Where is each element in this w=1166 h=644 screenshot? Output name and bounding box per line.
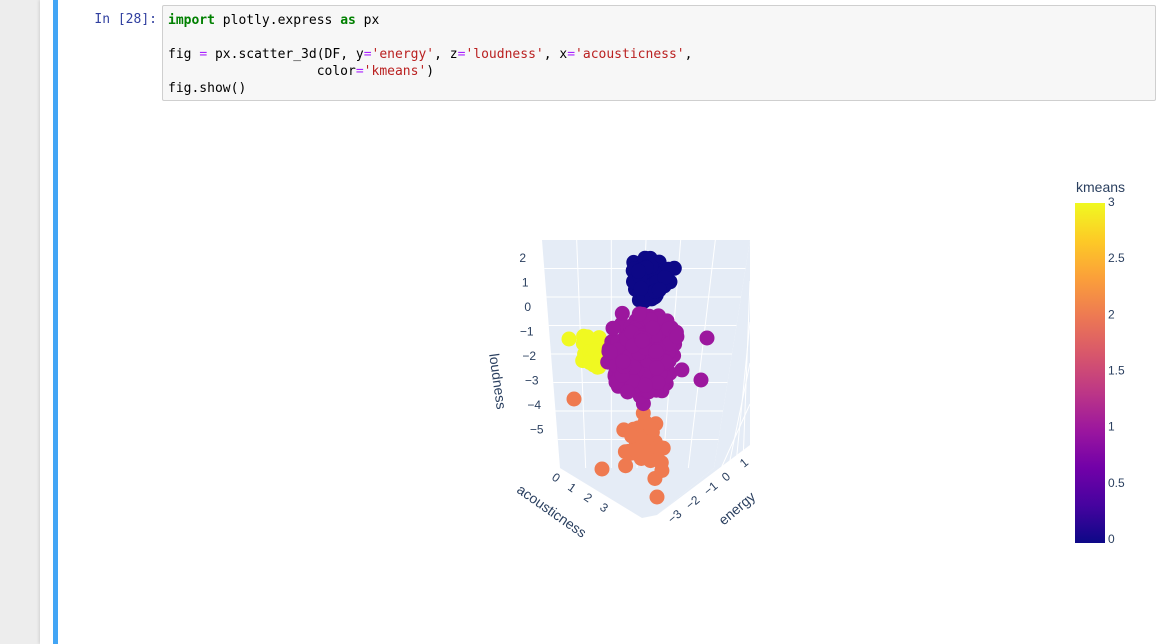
x-tick-label: 1	[565, 480, 579, 495]
y-tick-label: −3	[665, 507, 685, 527]
colorbar: kmeans 3 2.5 2 1.5 1 0.5 0	[1075, 179, 1125, 546]
x-axis-title: acousticness	[514, 481, 589, 541]
data-point-kmeans-2	[594, 461, 610, 477]
data-point-kmeans-2	[643, 420, 659, 435]
data-point-kmeans-1	[649, 360, 665, 376]
x-tick-label: 3	[597, 500, 611, 515]
code-operator: =	[457, 47, 466, 62]
grid-line	[742, 280, 751, 469]
data-point-kmeans-1	[645, 320, 661, 336]
data-point-kmeans-3	[561, 331, 577, 347]
data-point-kmeans-1	[620, 384, 636, 400]
grid-line	[727, 362, 751, 469]
x-tick-label: 0	[549, 470, 563, 485]
axis-z-ticks: 2 1 0 −1 −2 −3 −4 −5	[519, 251, 544, 437]
data-point-kmeans-2	[653, 455, 669, 471]
code-string: 'acousticness'	[575, 47, 685, 62]
data-point-kmeans-1	[605, 320, 621, 336]
data-point-kmeans-1	[648, 344, 664, 359]
colorbar-tick-label: 2.5	[1108, 251, 1125, 265]
colorbar-tick-label: 2	[1108, 307, 1115, 321]
y-tick-label: 0	[719, 469, 733, 484]
data-point-kmeans-1	[693, 372, 709, 388]
data-point-kmeans-1	[669, 329, 685, 345]
data-points	[561, 250, 715, 505]
data-point-kmeans-0	[631, 263, 646, 279]
code-text: plotly.express	[214, 13, 341, 28]
code-text: color	[168, 64, 356, 79]
code-string: 'loudness'	[465, 47, 544, 62]
data-point-kmeans-2	[624, 428, 640, 444]
grid-line	[720, 403, 751, 469]
data-point-kmeans-1	[634, 333, 650, 349]
z-tick-label: −2	[522, 349, 536, 363]
z-tick-label: −5	[530, 423, 544, 437]
colorbar-tick-label: 0	[1108, 532, 1115, 546]
code-text: fig.show()	[168, 81, 247, 96]
input-prompt: In [28]:	[94, 12, 157, 27]
data-point-kmeans-1	[614, 305, 630, 321]
data-point-kmeans-0	[657, 270, 673, 285]
code-text: , z	[434, 47, 458, 62]
code-editor[interactable]: import plotly.express as px fig = px.sca…	[168, 12, 1150, 97]
grid-line	[735, 321, 751, 469]
data-point-kmeans-2	[655, 440, 671, 456]
code-operator: =	[363, 47, 372, 62]
colorbar-tick-label: 1	[1108, 420, 1115, 434]
code-string: 'kmeans'	[363, 64, 427, 79]
data-point-kmeans-1	[637, 377, 653, 393]
cell-selected-indicator	[53, 0, 58, 644]
y-tick-label: −2	[683, 493, 703, 513]
z-tick-label: 2	[519, 251, 526, 265]
z-tick-label: 0	[524, 300, 531, 314]
colorbar-tick-label: 0.5	[1108, 476, 1125, 490]
colorbar-ticks: 3 2.5 2 1.5 1 0.5 0	[1108, 195, 1125, 546]
data-point-kmeans-1	[631, 306, 647, 322]
code-text: ,	[684, 47, 693, 62]
colorbar-title: kmeans	[1076, 179, 1125, 195]
colorbar-tick-label: 1.5	[1108, 364, 1125, 378]
code-text: fig	[168, 47, 200, 62]
grid-line	[687, 239, 716, 469]
data-point-kmeans-0	[651, 282, 667, 298]
code-text: , x	[543, 47, 568, 62]
data-point-kmeans-1	[603, 344, 618, 360]
code-text: px	[355, 13, 380, 28]
data-point-kmeans-1	[615, 354, 631, 370]
data-point-kmeans-1	[699, 330, 715, 346]
y-tick-label: 1	[737, 455, 751, 470]
x-tick-label: 2	[581, 490, 595, 505]
code-string: 'energy'	[371, 47, 435, 62]
z-tick-label: −3	[525, 374, 539, 388]
data-point-kmeans-2	[649, 489, 665, 505]
data-point-kmeans-1	[650, 375, 666, 390]
z-axis-title: loudness	[486, 352, 510, 410]
colorbar-tick-label: 3	[1108, 195, 1115, 209]
code-text: )	[426, 64, 435, 79]
code-keyword: as	[340, 13, 356, 28]
z-tick-label: −4	[527, 398, 541, 412]
data-point-kmeans-2	[566, 391, 582, 407]
data-point-kmeans-3	[579, 329, 595, 345]
data-point-kmeans-1	[674, 362, 690, 378]
code-operator: =	[199, 47, 208, 62]
code-operator: =	[355, 64, 364, 79]
data-point-kmeans-2	[628, 442, 644, 458]
scene-floor	[560, 468, 714, 518]
y-tick-label: −1	[701, 479, 721, 499]
data-point-kmeans-2	[618, 458, 634, 474]
z-tick-label: 1	[522, 276, 529, 290]
z-tick-label: −1	[520, 325, 534, 339]
y-axis-title: energy	[715, 488, 758, 528]
code-keyword: import	[168, 13, 215, 28]
code-input-area[interactable]: import plotly.express as px fig = px.sca…	[162, 5, 1156, 101]
scene-right-wall	[657, 240, 750, 515]
data-point-kmeans-0	[633, 280, 649, 296]
code-operator: =	[567, 47, 576, 62]
code-text: px.scatter_3d(DF, y	[207, 47, 364, 62]
colorbar-gradient	[1075, 203, 1105, 543]
